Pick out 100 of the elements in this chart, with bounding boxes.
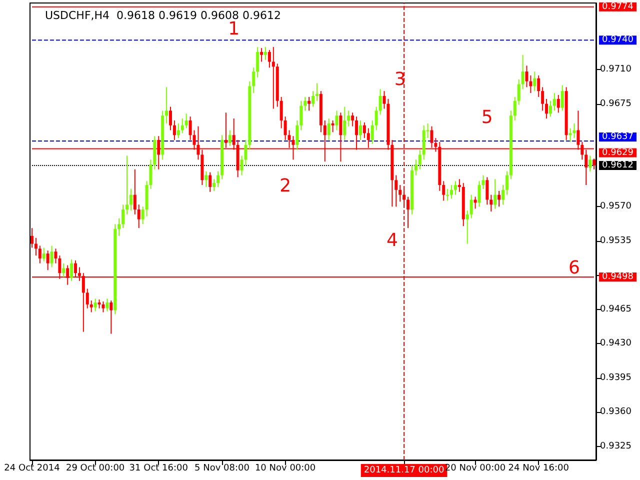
candlestick (358, 120, 362, 140)
candlestick (133, 168, 136, 215)
candlestick (50, 245, 54, 268)
candlestick (172, 120, 176, 140)
candlestick (141, 206, 144, 225)
candlestick (418, 149, 422, 170)
candlestick (592, 158, 596, 170)
candlestick (501, 184, 504, 206)
candlestick (137, 204, 140, 229)
candlestick (541, 86, 544, 112)
candlestick (331, 120, 334, 133)
candlestick (125, 155, 128, 215)
candlestick (110, 300, 113, 334)
candlestick (537, 74, 540, 98)
ref-line-label: 0.9612 (602, 160, 634, 170)
candlestick (30, 228, 34, 248)
candlestick (70, 258, 74, 282)
candlestick (482, 174, 485, 190)
x-tick-label: 5 Nov 08:00 (194, 464, 250, 474)
candlestick (414, 159, 418, 176)
y-tick-label: 0.9535 (600, 236, 632, 246)
candlestick (184, 113, 188, 129)
candlestick (517, 78, 520, 106)
candlestick (370, 120, 374, 144)
annotation: 5 (481, 106, 493, 128)
x-tick-label: 24 Oct 2014 (4, 464, 60, 474)
candlestick (343, 106, 346, 140)
candlestick (188, 116, 192, 140)
candlestick (296, 120, 299, 150)
candlestick (272, 46, 275, 110)
candlestick (169, 106, 172, 131)
candlestick (46, 250, 50, 271)
annotation: 3 (394, 68, 406, 90)
candlestick (304, 96, 307, 112)
candlestick (86, 288, 89, 309)
candlestick (374, 106, 378, 131)
candlestick (378, 88, 382, 116)
ref-line-label: 0.9629 (602, 148, 634, 158)
candlestick (308, 96, 311, 112)
candlestick (284, 116, 287, 140)
candlestick (548, 100, 552, 118)
candlestick (252, 67, 256, 94)
annotation: 6 (568, 258, 580, 279)
candlestick (268, 49, 271, 68)
y-tick-label: 0.9395 (600, 372, 632, 383)
candlestick (398, 184, 402, 202)
candlestick (38, 245, 42, 264)
candlestick (90, 300, 93, 313)
candlestick (260, 48, 264, 62)
candlestick (533, 71, 536, 92)
x-tick-label: 24 Nov 16:00 (508, 464, 570, 474)
candlestick (94, 298, 97, 312)
candlestick (176, 122, 180, 139)
y-tick-label: 0.9570 (600, 202, 632, 212)
y-tick-label: 0.9430 (600, 338, 632, 349)
candlestick (106, 298, 109, 312)
candlestick (458, 178, 461, 192)
candlestick (505, 170, 508, 196)
candlestick (180, 118, 184, 134)
candlestick (382, 90, 386, 110)
candlestick (62, 262, 66, 278)
candlestick (568, 128, 572, 142)
annotation: 2 (280, 175, 292, 196)
candlestick (474, 196, 477, 210)
candlestick (525, 65, 528, 88)
candlestick (588, 155, 592, 172)
candlestick (327, 118, 330, 140)
candlestick (256, 46, 260, 78)
y-tick-label: 0.9465 (600, 304, 632, 314)
candlestick (470, 194, 473, 219)
candlestick (264, 46, 268, 60)
candlestick (545, 98, 548, 119)
candlestick (513, 96, 516, 121)
candlestick (212, 178, 216, 192)
ref-line-label: 0.9498 (602, 272, 634, 282)
x-tick-label: 10 Nov 00:00 (254, 464, 316, 474)
y-tick-label: 0.9360 (600, 407, 632, 418)
candlestick (102, 300, 105, 313)
x-tick-label: 31 Oct 16:00 (129, 464, 188, 474)
candlestick (446, 188, 450, 202)
candlestick (466, 210, 469, 244)
candlestick (335, 110, 338, 131)
candlestick (486, 176, 489, 206)
candlestick (394, 174, 398, 208)
candlestick (454, 180, 457, 196)
candlestick (300, 100, 303, 131)
candlestick (552, 92, 556, 112)
candlestick (521, 54, 524, 90)
x-tick-label: 29 Oct 00:00 (66, 464, 125, 474)
candlestick (54, 248, 58, 264)
annotation: 4 (386, 230, 398, 252)
candlestick (315, 82, 318, 102)
candlestick (208, 172, 212, 192)
candlestick (529, 74, 532, 94)
y-tick-label: 0.9325 (600, 441, 632, 452)
candlestick (442, 180, 446, 202)
candlestick (204, 170, 208, 188)
candlestick (228, 130, 232, 146)
candlestick (118, 218, 121, 236)
candlestick (450, 184, 454, 200)
